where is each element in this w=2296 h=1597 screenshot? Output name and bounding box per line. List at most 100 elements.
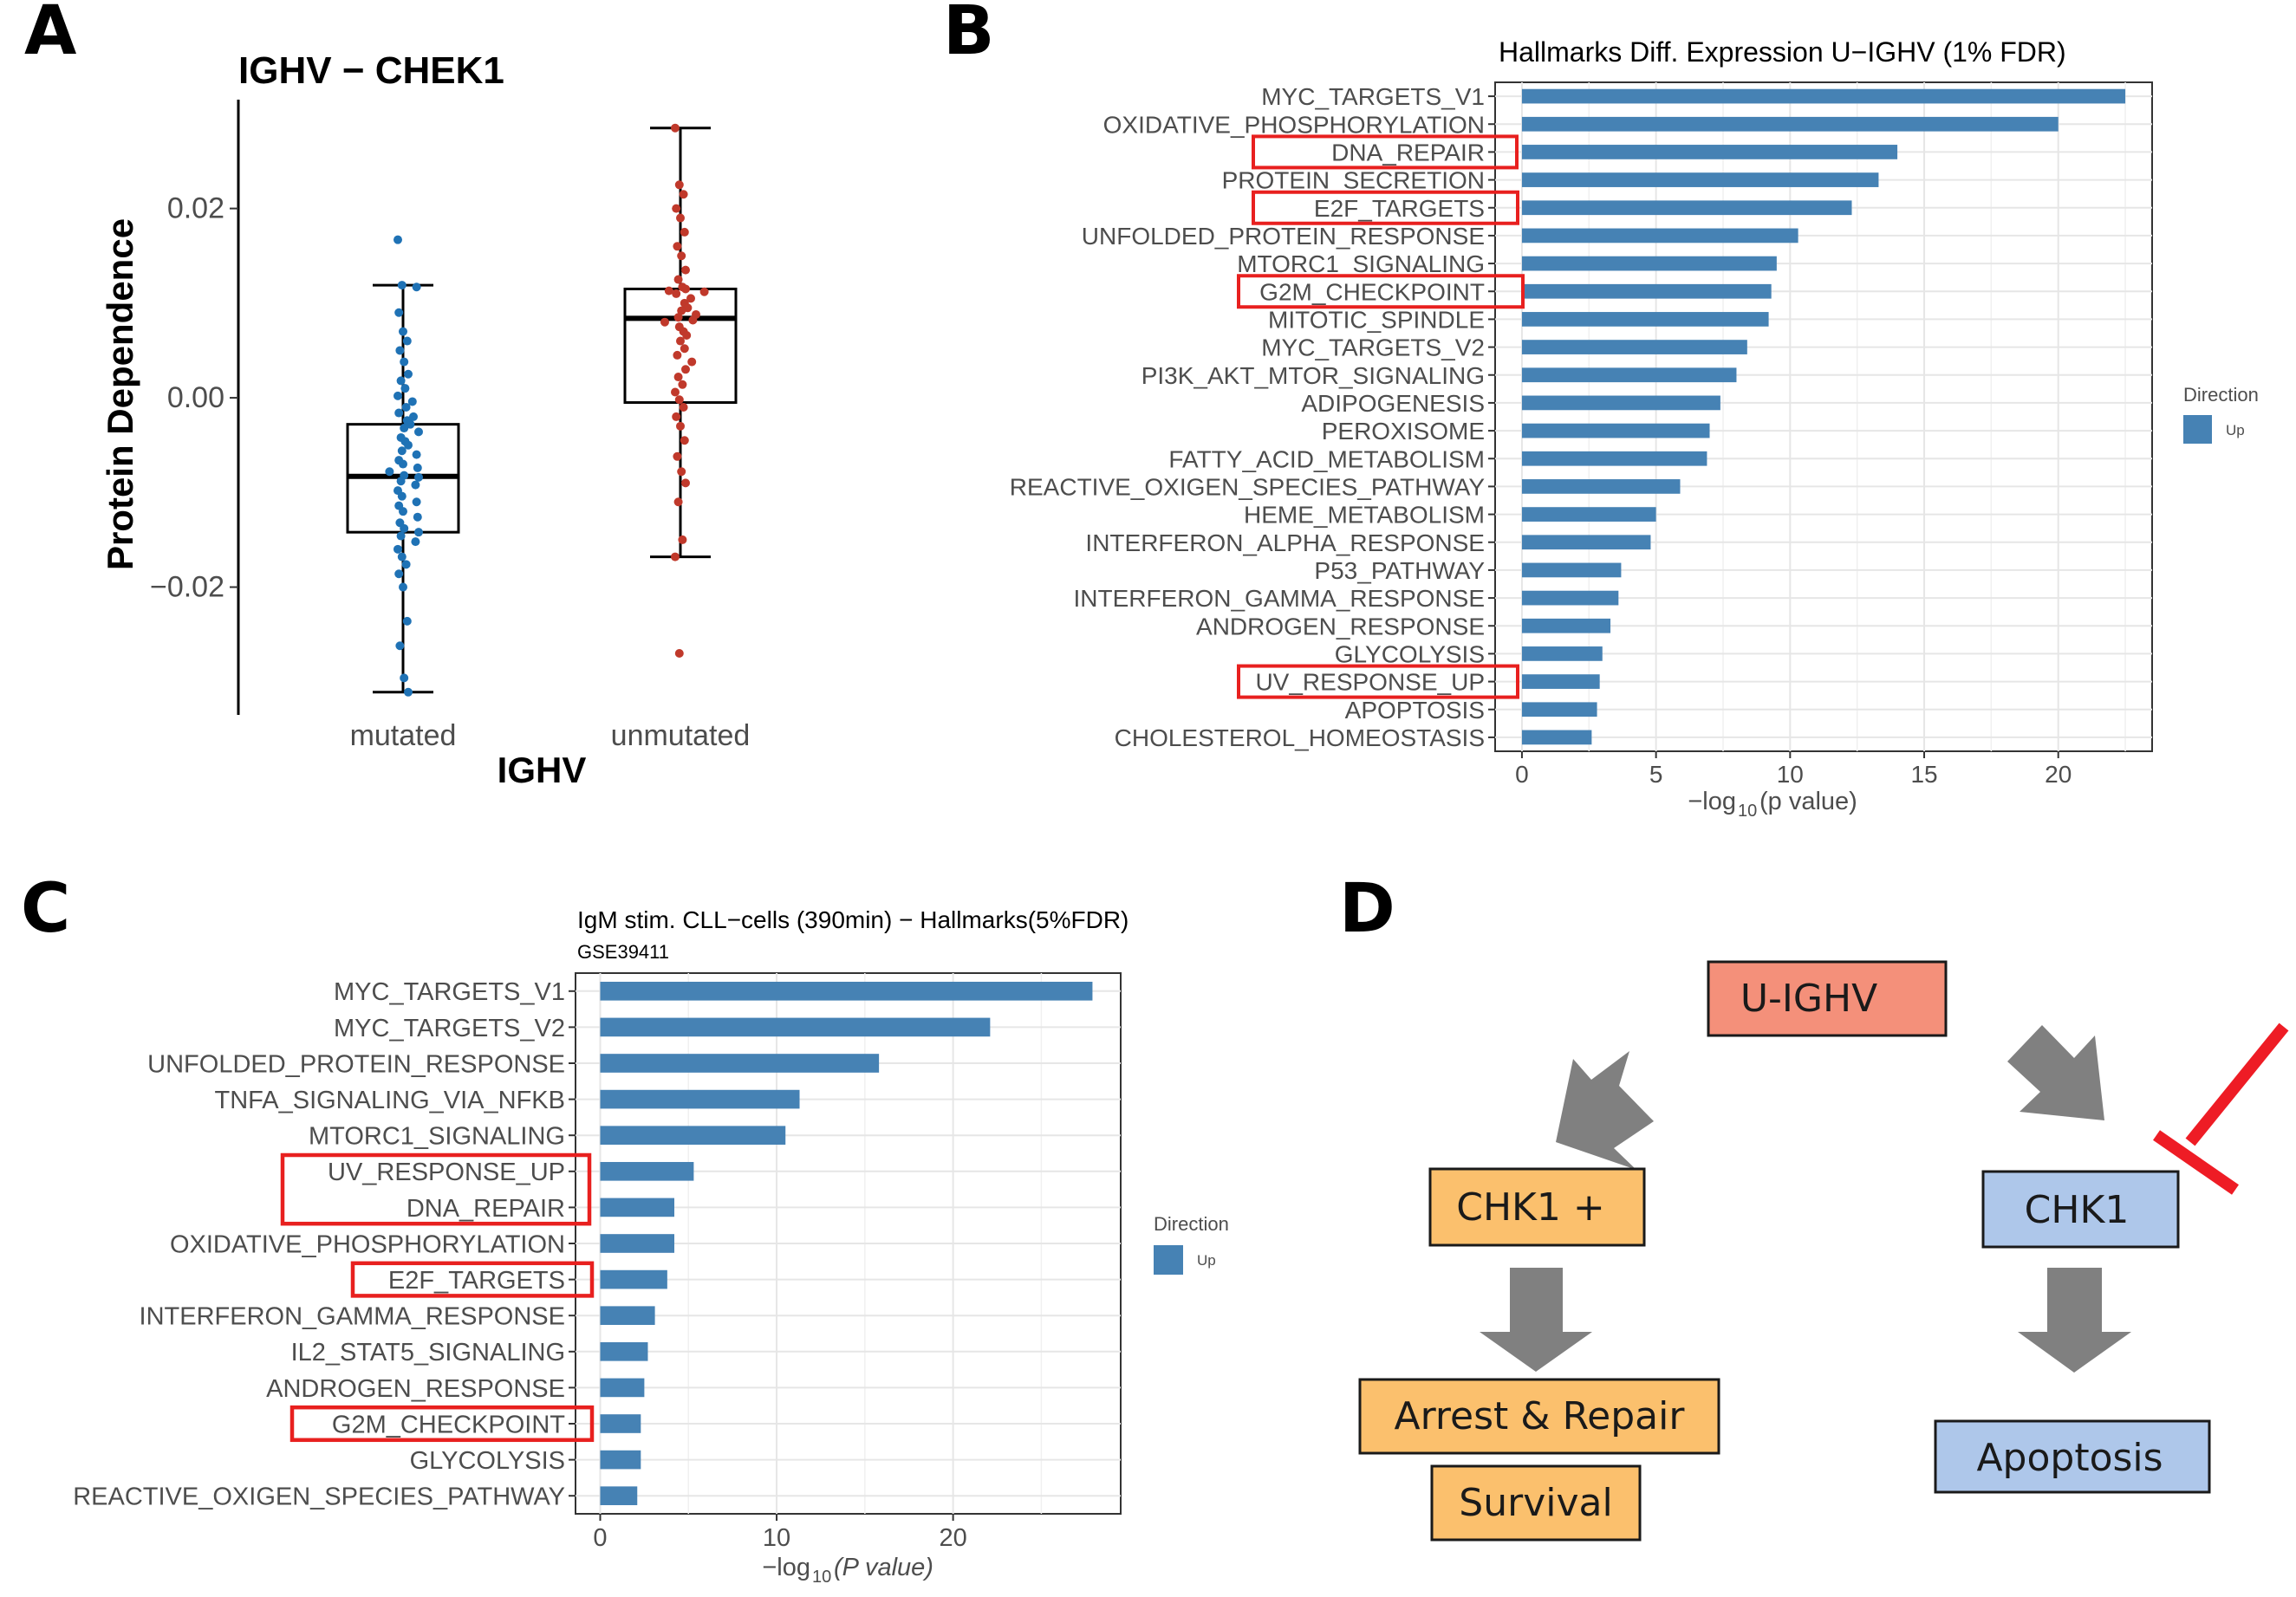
arrow-chk1-to-apoptosis [2018, 1268, 2131, 1373]
hallmarks-uighv-category-label: P53_PATHWAY [1314, 557, 1485, 584]
hallmarks-igm-highlight-box [280, 1152, 592, 1226]
panel-letter-c: C [21, 870, 70, 948]
hallmarks-igm-x-label-main: −log [762, 1554, 810, 1581]
boxplot-point-mutated [396, 477, 406, 486]
hallmarks-igm-bar [600, 1306, 655, 1326]
boxplot-point-unmutated [677, 251, 686, 261]
hallmarks-igm-title: IgM stim. CLL−cells (390min) − Hallmarks… [577, 906, 1128, 933]
hallmarks-uighv-bar [1521, 312, 1769, 327]
hallmarks-uighv-bar [1521, 535, 1651, 550]
boxplot-point-unmutated [676, 213, 685, 223]
hallmarks-igm-plot-area: MYC_TARGETS_V1 MYC_TARGETS_V2 UNFOLDED_PRO… [73, 972, 1122, 1552]
hallmarks-igm-category-label: ANDROGEN_RESPONSE [266, 1375, 565, 1403]
hallmarks-uighv-bar [1521, 395, 1720, 411]
hallmarks-igm-highlight-box [289, 1405, 595, 1443]
boxplot-point-mutated [399, 582, 407, 592]
boxplot-point-mutated [397, 491, 407, 501]
boxplot-point-unmutated [678, 380, 687, 389]
boxplot-point-mutated [412, 497, 421, 507]
hallmarks-uighv-category-label: INTERFERON_ALPHA_RESPONSE [1085, 529, 1485, 556]
boxplot-point-mutated [395, 346, 405, 355]
boxplot-point-unmutated [687, 357, 697, 367]
boxplot-point-mutated [385, 467, 394, 477]
hallmarks-igm-category-label: DNA_REPAIR [407, 1195, 565, 1223]
hallmarks-igm-category-label: MTORC1_SIGNALING [309, 1123, 565, 1151]
boxplot-point-unmutated [680, 344, 689, 354]
boxplot-panel: IGHV − CHEK1 Protein Dependence IGHV 0.0… [100, 49, 750, 790]
hallmarks-uighv-highlight-box [1252, 134, 1519, 170]
boxplot-point-mutated [404, 369, 413, 379]
boxplot-point-unmutated [677, 467, 686, 477]
arrow-uighv-to-chk1plus [1556, 1051, 1654, 1170]
panel-letter-a: A [24, 0, 76, 70]
boxplot-y-tick-label: −0.02 [150, 571, 224, 604]
arrow-uighv-to-chk1 [2007, 1025, 2104, 1120]
boxplot-point-unmutated [672, 204, 681, 213]
boxplot-point-mutated [400, 673, 409, 683]
hallmarks-uighv-x-tick-label: 15 [1910, 761, 1937, 788]
uighv-box-label: U-IGHV [1740, 977, 1877, 1021]
hallmarks-uighv-bar [1521, 507, 1656, 522]
boxplot-point-mutated [401, 560, 411, 569]
boxplot-point-unmutated [673, 350, 682, 360]
boxplot-point-unmutated [673, 497, 683, 507]
survival-box [1430, 1464, 1642, 1542]
boxplot-point-unmutated [680, 227, 689, 237]
hallmarks-igm-category-label: GLYCOLYSIS [410, 1447, 565, 1475]
hallmarks-igm-bar [600, 1161, 694, 1181]
boxplot-point-unmutated [699, 287, 709, 296]
hallmarks-uighv-category-label: MITOTIC_SPINDLE [1268, 306, 1485, 333]
chk1plus-box [1428, 1167, 1646, 1247]
hallmarks-igm-x-tick-label: 20 [939, 1524, 966, 1552]
hallmarks-igm-category-label: IL2_STAT5_SIGNALING [291, 1339, 565, 1367]
hallmarks-igm-x-label-sub: 10 [812, 1568, 831, 1587]
hallmarks-uighv-legend-entry: Up [2226, 422, 2245, 438]
inhibitor-bar [2153, 1130, 2239, 1195]
hallmarks-igm-bar [600, 1234, 674, 1253]
boxplot-point-unmutated [677, 306, 686, 315]
hallmarks-uighv-category-label: MTORC1_SIGNALING [1237, 250, 1485, 277]
boxplot-point-unmutated [664, 286, 673, 295]
hallmarks-uighv-category-label: PI3K_AKT_MTOR_SIGNALING [1141, 362, 1485, 389]
boxplot-point-mutated [400, 384, 410, 393]
arrest-repair-box-label: Arrest & Repair [1395, 1394, 1686, 1438]
hallmarks-uighv-category-label: PEROXISOME [1322, 418, 1485, 445]
hallmarks-uighv-bar [1521, 367, 1737, 383]
uighv-box [1707, 960, 1948, 1037]
hallmarks-uighv-category-label: OXIDATIVE_PHOSPHORYLATION [1103, 111, 1485, 138]
boxplot-x-tick-label: unmutated [611, 719, 751, 752]
boxplot-point-mutated [394, 544, 402, 554]
hallmarks-uighv-legend-swatch [2183, 415, 2212, 444]
hallmarks-uighv-bar [1521, 88, 2126, 104]
boxplot-y-label: Protein Dependence [100, 218, 140, 570]
boxplot-point-unmutated [672, 412, 681, 421]
boxplot-point-mutated [407, 397, 417, 406]
boxplot-x-label: IGHV [498, 750, 587, 790]
hallmarks-uighv-category-label: APOPTOSIS [1345, 697, 1485, 724]
boxplot-x-tick-label: mutated [350, 719, 457, 752]
boxplot-point-mutated [404, 440, 413, 450]
boxplot-point-mutated [411, 480, 420, 490]
hallmarks-uighv-panel-border [1494, 81, 2153, 752]
hallmarks-uighv-title: Hallmarks Diff. Expression U−IGHV (1% FD… [1499, 36, 2066, 68]
arrest-repair-box [1358, 1378, 1720, 1455]
hallmarks-uighv-bar [1521, 145, 1898, 159]
hallmarks-igm-category-label: TNFA_SIGNALING_VIA_NFKB [214, 1087, 565, 1114]
boxplot-point-mutated [401, 403, 411, 412]
hallmarks-uighv-category-label: UNFOLDED_PROTEIN_RESPONSE [1082, 223, 1485, 250]
boxplot-point-mutated [396, 531, 406, 541]
hallmarks-uighv-bar [1521, 340, 1747, 354]
arrow-chk1plus-to-arrest [1480, 1268, 1592, 1372]
boxplot-plot-area: 0.02 0.00 −0.02 mutated unmutated [150, 100, 750, 752]
hallmarks-igm-bar [600, 1450, 641, 1470]
boxplot-point-unmutated [678, 535, 687, 544]
boxplot-point-mutated [404, 687, 413, 697]
chk1plus-box-label: CHK1 + [1456, 1185, 1605, 1230]
boxplot-point-unmutated [671, 552, 680, 562]
hallmarks-igm-category-label: UNFOLDED_PROTEIN_RESPONSE [147, 1050, 565, 1078]
boxplot-y-tick-label: 0.00 [167, 381, 224, 414]
hallmarks-igm-bar [600, 1089, 800, 1109]
hallmarks-igm-x-tick-label: 0 [593, 1524, 607, 1552]
hallmarks-uighv-category-label: CHOLESTEROL_HOMEOSTASIS [1115, 724, 1485, 751]
